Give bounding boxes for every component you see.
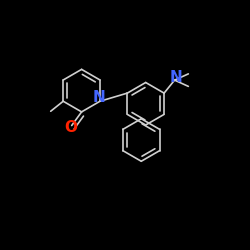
Text: O: O xyxy=(64,120,77,135)
Text: N: N xyxy=(170,70,182,84)
Text: N: N xyxy=(92,90,105,105)
